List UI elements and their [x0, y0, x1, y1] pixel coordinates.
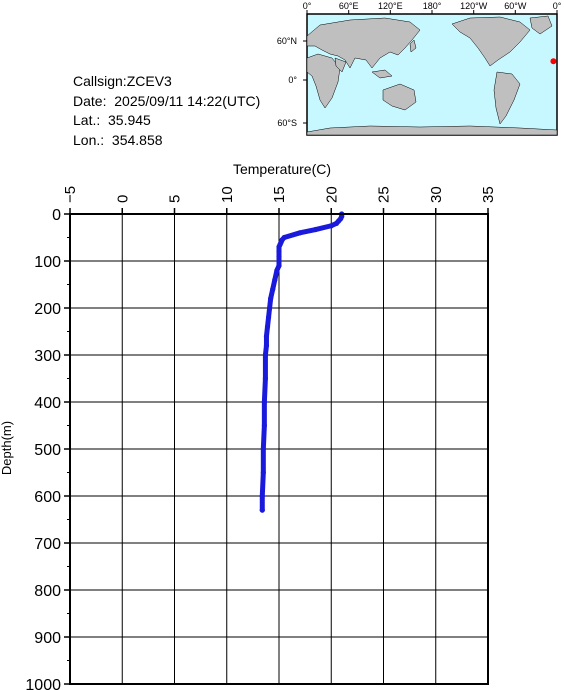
station-info: Callsign:ZCEV3 Date: 2025/09/11 14:22(UT… [73, 72, 260, 150]
profile-point [259, 507, 265, 513]
profile-point [260, 469, 266, 476]
profile-point [270, 286, 276, 292]
y-tick-label: 300 [34, 348, 61, 365]
profile-point [266, 305, 273, 311]
profile-point [261, 399, 267, 405]
profile-point [264, 324, 271, 330]
map-lon-label: 120°E [378, 1, 403, 11]
date-text: Date: 2025/09/11 14:22(UTC) [73, 92, 261, 109]
profile-point [312, 226, 319, 233]
callsign-text: Callsign:ZCEV3 [73, 73, 172, 89]
profile-point [276, 244, 282, 250]
x-axis-label: Temperature(C) [233, 161, 331, 177]
profile-point [265, 314, 272, 320]
x-tick-label: 15 [271, 186, 288, 203]
map-lon-label: 0° [553, 1, 562, 11]
y-tick-label: 0 [52, 207, 61, 224]
map-lat-label: 60°N [277, 36, 297, 46]
map-lon-label: 60°E [339, 1, 359, 11]
profile-point [276, 253, 282, 259]
y-tick-label: 100 [34, 254, 61, 271]
y-tick-label: 800 [34, 583, 61, 600]
x-tick-label: 35 [480, 186, 497, 203]
x-tick-label: 10 [219, 186, 236, 203]
profile-point [276, 258, 282, 264]
y-tick-label: 200 [34, 301, 61, 318]
profile-point [272, 277, 278, 283]
profile-point [263, 343, 270, 349]
y-tick-label: 900 [34, 630, 61, 647]
y-tick-label: 700 [34, 536, 61, 553]
y-tick-label: 500 [34, 442, 61, 459]
map-landmasses [306, 15, 558, 136]
x-tick-label: 20 [323, 186, 340, 203]
world-map: 0° 60°E 120°E 180° 120°W 60°W 0° 60°N 0° 60°S [277, 1, 562, 136]
longitude-text: Lon.: 354.858 [73, 131, 163, 148]
profile-point [276, 249, 282, 255]
x-tick-label: 30 [428, 186, 445, 203]
y-tick-label: 400 [34, 395, 61, 412]
temperature-profile-line [259, 211, 345, 513]
map-lon-label: 120°W [460, 1, 488, 11]
profile-point [276, 263, 282, 269]
profile-point [262, 352, 269, 358]
profile-point [297, 230, 303, 236]
profile-point [260, 446, 266, 452]
profile-point [263, 333, 270, 339]
latitude-text: Lat.: 35.945 [73, 112, 151, 128]
y-axis-label: Depth(m) [0, 421, 14, 475]
map-lat-label: 0° [288, 75, 297, 85]
x-tick-label: −5 [62, 186, 79, 203]
profile-point [333, 220, 340, 226]
y-tick-label: 1000 [25, 677, 61, 690]
x-tick-label: 5 [167, 195, 184, 203]
x-tick-label: 0 [114, 195, 131, 203]
map-lon-label: 0° [303, 1, 312, 11]
profile-point [259, 493, 265, 499]
station-marker [550, 58, 557, 65]
profile-point [268, 296, 274, 302]
profile-point [262, 375, 269, 382]
profile-point [261, 422, 267, 429]
y-tick-label: 600 [34, 489, 61, 506]
profile-point [274, 267, 280, 273]
profile-point [328, 223, 334, 229]
x-tick-label: 25 [376, 186, 393, 203]
temperature-profile-chart: Temperature(C) Depth(m) −5 0 5 10 15 20 25 30 35… [0, 161, 497, 690]
plot-frame [69, 213, 489, 685]
map-lat-label: 60°S [277, 118, 297, 128]
map-lon-label: 180° [423, 1, 442, 11]
map-lon-label: 60°W [504, 1, 527, 11]
